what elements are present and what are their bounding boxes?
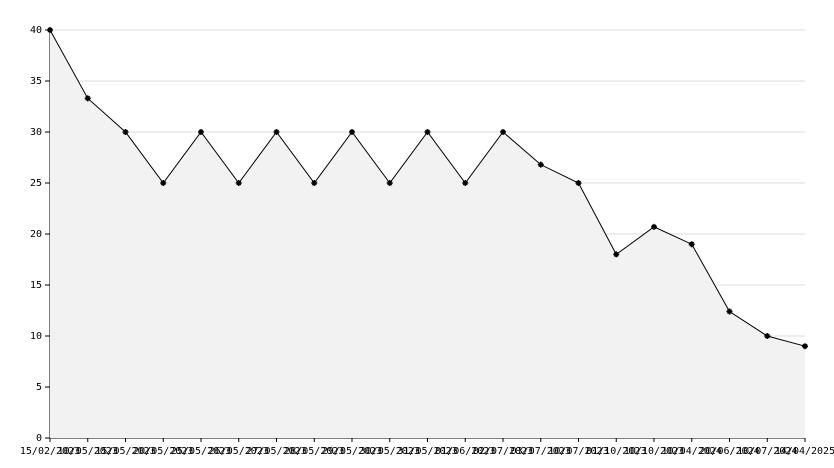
x-tick-label: 20/05/2023 xyxy=(133,446,193,457)
y-tick-label: 35 xyxy=(30,76,42,87)
x-tick-label: 01/06/2023 xyxy=(435,446,495,457)
area xyxy=(50,30,805,438)
x-tick-label: 20/06/2024 xyxy=(699,446,759,457)
x-tick-label: 10/04/2024 xyxy=(662,446,722,457)
y-tick-label: 10 xyxy=(30,331,42,342)
x-tick-label: 10/07/2023 xyxy=(548,446,608,457)
x-tick-label: 14/04/2025 xyxy=(775,446,834,457)
x-tick-label: 10/07/2024 xyxy=(737,446,797,457)
y-tick-label: 20 xyxy=(30,229,42,240)
marker xyxy=(386,180,393,186)
y-tick-label: 5 xyxy=(36,382,42,393)
marker xyxy=(84,95,91,102)
y-tick-label: 0 xyxy=(36,433,42,444)
marker xyxy=(273,129,280,135)
marker xyxy=(575,180,582,186)
marker xyxy=(537,161,544,168)
marker xyxy=(613,251,620,258)
y-tick-label: 30 xyxy=(30,127,42,138)
x-tick-label: 01/10/2023 xyxy=(586,446,646,457)
x-tick-label: 03/07/2023 xyxy=(511,446,571,457)
marker xyxy=(764,333,771,339)
x-tick-label: 31/05/2023 xyxy=(397,446,457,457)
x-tick-label: 30/05/2023 xyxy=(360,446,420,457)
marker xyxy=(198,129,204,135)
x-tick-label: 27/05/2023 xyxy=(246,446,306,457)
marker xyxy=(122,129,129,135)
marker xyxy=(802,343,808,350)
x-tick-label: 28/05/2023 xyxy=(284,446,344,457)
marker xyxy=(424,129,431,135)
marker xyxy=(235,180,242,186)
x-tick-label: 26/05/2023 xyxy=(209,446,269,457)
y-tick-label: 40 xyxy=(30,25,42,36)
x-tick-label: 15/02/2023 xyxy=(20,446,80,457)
marker xyxy=(726,308,733,315)
x-tick-label: 25/05/2023 xyxy=(171,446,231,457)
marker xyxy=(349,129,355,135)
x-tick-label: 29/05/2023 xyxy=(322,446,382,457)
x-tick-label: 15/05/2023 xyxy=(95,446,155,457)
marker xyxy=(500,129,506,135)
y-tick-label: 15 xyxy=(30,280,42,291)
marker xyxy=(160,180,167,186)
marker xyxy=(47,27,53,33)
marker xyxy=(462,180,469,186)
y-tick-label: 25 xyxy=(30,178,42,189)
x-tick-label: 10/05/2023 xyxy=(58,446,118,457)
marker xyxy=(651,223,657,230)
marker xyxy=(688,241,695,248)
x-tick-label: 10/10/2023 xyxy=(624,446,684,457)
x-tick-label: 02/07/2023 xyxy=(473,446,533,457)
marker xyxy=(311,180,318,186)
